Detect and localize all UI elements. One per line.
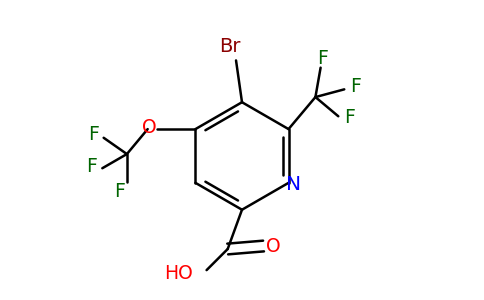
Text: F: F [87,157,97,176]
Text: O: O [142,118,156,137]
Text: F: F [317,49,328,68]
Text: HO: HO [165,264,193,283]
Text: F: F [344,108,355,127]
Text: O: O [266,237,281,256]
Text: Br: Br [219,38,241,56]
Text: F: F [88,125,99,144]
Text: N: N [287,175,302,194]
Text: F: F [114,182,125,202]
Text: F: F [350,77,361,96]
